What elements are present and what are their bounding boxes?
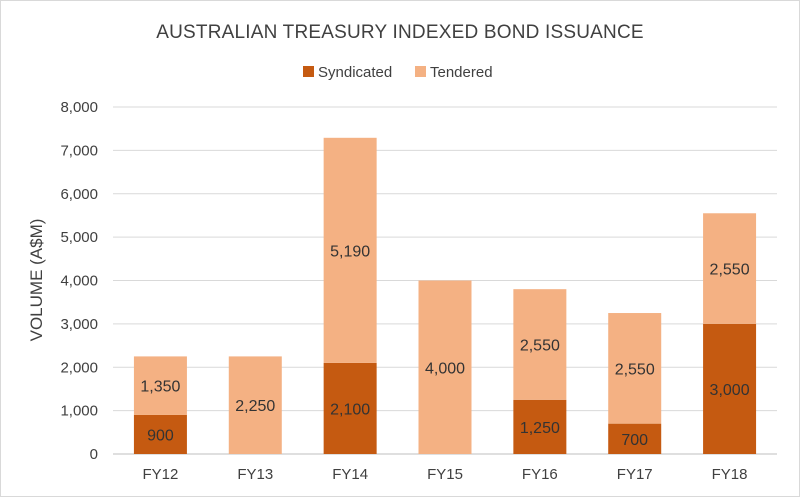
data-label: 2,250 [235,398,275,415]
y-tick-label: 6,000 [60,186,98,203]
chart-title: AUSTRALIAN TREASURY INDEXED BOND ISSUANC… [156,22,644,43]
x-tick-label: FY13 [237,466,273,483]
bar-tendered [418,280,472,454]
x-tick-label: FY14 [332,466,368,483]
legend-label-syndicated: Syndicated [318,64,392,81]
data-label: 4,000 [425,360,465,377]
bar-tendered [513,289,567,400]
y-tick-label: 7,000 [60,142,98,159]
bar-tendered [133,356,187,415]
y-tick-label: 4,000 [60,273,98,290]
data-label: 1,350 [140,379,180,396]
bar-syndicated [323,362,377,454]
data-label: 2,100 [330,401,370,418]
y-tick-label: 5,000 [60,229,98,246]
data-label: 700 [621,432,648,449]
bar-syndicated [513,399,567,454]
bars [133,137,757,454]
data-label: 2,550 [520,337,560,354]
y-tick-labels: 0 1,000 2,000 3,000 4,000 5,000 6,000 7,000 8,00… [60,99,98,463]
data-labels: 900 1,350 2,250 2,100 5,190 4,000 1,250 2,550 70… [140,243,749,448]
bar-syndicated [608,423,662,454]
x-tick-labels: FY12 FY13 FY14 FY15 FY16 FY17 FY18 [142,466,747,483]
data-label: 3,000 [710,382,750,399]
data-label: 2,550 [710,262,750,279]
legend-swatch-tendered [415,66,426,77]
bar-tendered [703,213,757,324]
x-tick-label: FY18 [712,466,748,483]
data-label: 1,250 [520,420,560,437]
bar-tendered [228,356,282,454]
legend-label-tendered: Tendered [430,64,493,81]
data-label: 900 [147,427,174,444]
y-tick-label: 3,000 [60,316,98,333]
x-tick-label: FY16 [522,466,558,483]
bar-tendered [323,137,377,363]
legend-swatch-syndicated [303,66,314,77]
gridlines [113,106,777,455]
y-tick-label: 8,000 [60,99,98,116]
legend: Syndicated Tendered [303,64,493,81]
y-tick-label: 2,000 [60,359,98,376]
x-tick-label: FY17 [617,466,653,483]
bar-syndicated [133,414,187,454]
bar-tendered [608,313,662,424]
x-tick-label: FY12 [142,466,178,483]
bar-syndicated [703,323,757,454]
x-tick-label: FY15 [427,466,463,483]
y-tick-label: 1,000 [60,403,98,420]
y-axis-label: VOLUME (A$M) [27,219,46,342]
y-tick-label: 0 [90,446,98,463]
data-label: 5,190 [330,243,370,260]
data-label: 2,550 [615,361,655,378]
